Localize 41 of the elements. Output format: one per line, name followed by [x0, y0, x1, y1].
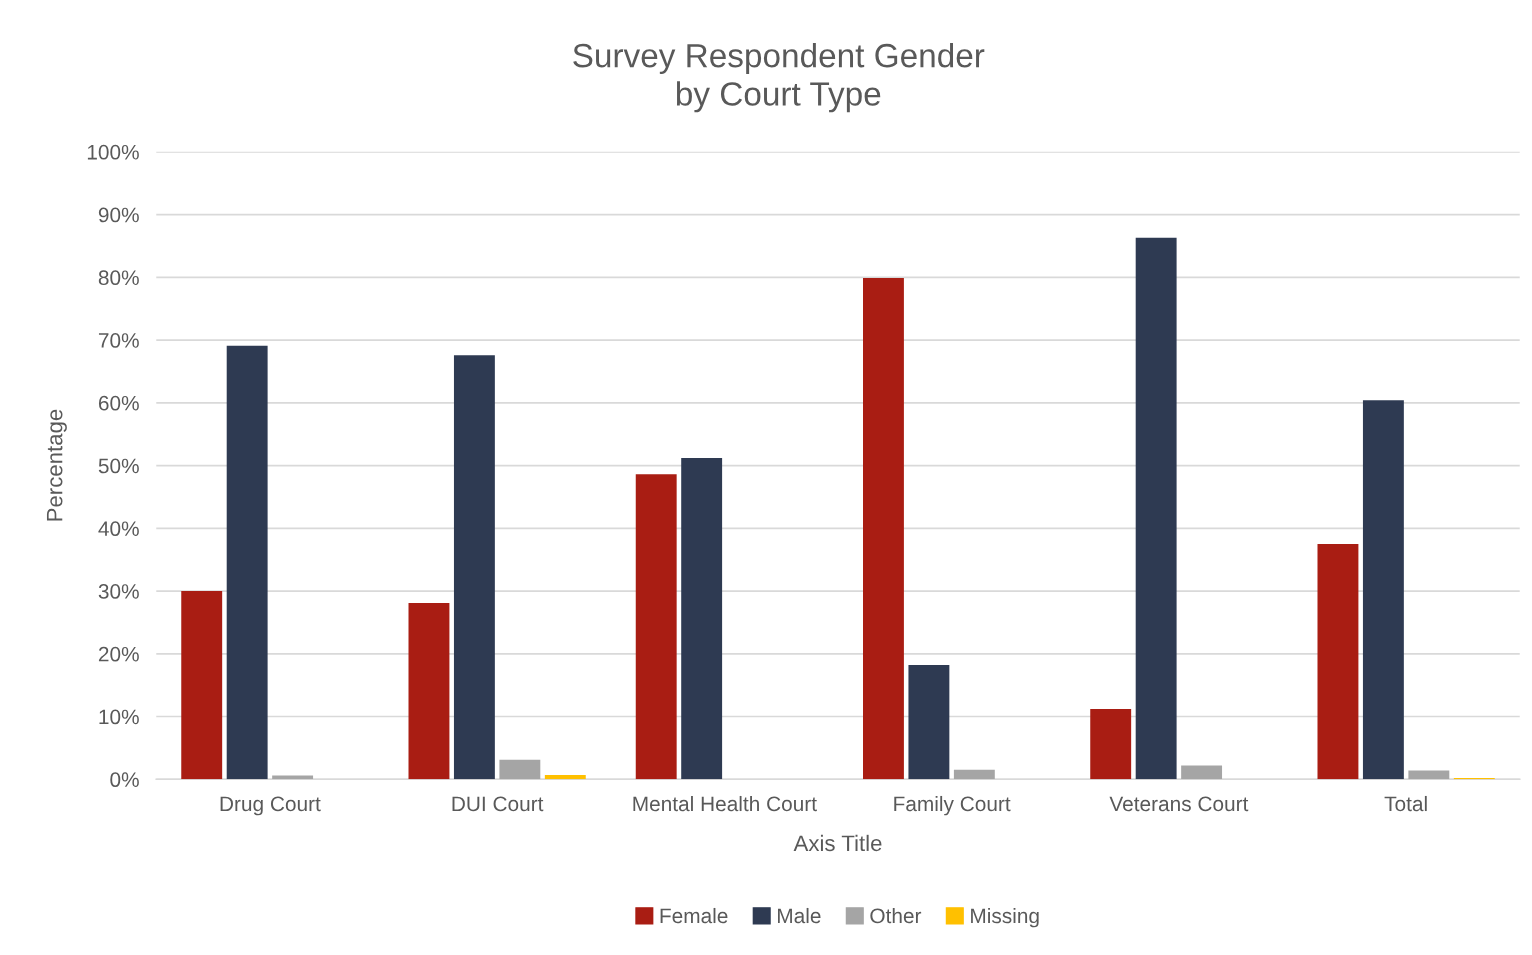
y-axis-title: Percentage — [46, 409, 67, 521]
bar — [908, 665, 950, 780]
y-tick-label: 30% — [98, 584, 139, 599]
legend-label: Other — [870, 907, 922, 924]
bar — [408, 602, 450, 780]
y-tick-label: 50% — [98, 458, 139, 474]
bar — [1317, 543, 1359, 780]
x-axis-title: Axis Title — [793, 834, 882, 852]
bar — [681, 458, 723, 780]
bar — [544, 774, 586, 780]
bar — [499, 759, 541, 780]
x-tick-label: Family Court — [894, 795, 1011, 816]
y-tick-label: 10% — [99, 709, 139, 725]
y-tick-label: 60% — [98, 395, 139, 411]
x-tick-label: Total — [1384, 795, 1427, 812]
x-tick-label: DUI Court — [452, 796, 544, 812]
bar — [1362, 400, 1404, 780]
y-tick-label: 70% — [98, 333, 139, 348]
bar — [181, 591, 223, 780]
y-tick-label: 20% — [98, 646, 139, 662]
y-tick-label: 90% — [98, 207, 139, 223]
y-tick-label: 0% — [110, 772, 139, 788]
bar — [453, 355, 495, 780]
x-tick-label: Mental Health Court — [633, 795, 817, 812]
bar — [635, 474, 677, 780]
x-tick-label: Drug Court — [220, 796, 321, 816]
bar — [863, 277, 904, 780]
legend-label: Missing — [971, 907, 1039, 928]
legend-label: Male — [778, 907, 821, 924]
bar — [1181, 765, 1223, 780]
y-tick-label: 40% — [98, 521, 139, 537]
bar — [226, 345, 268, 780]
bar — [1408, 770, 1450, 780]
bar — [1090, 709, 1132, 780]
x-tick-label: Veterans Court — [1109, 796, 1249, 812]
bar — [1135, 237, 1177, 780]
chart-title: Survey Respondent Gender by Court Type — [573, 42, 985, 113]
legend-label: Female — [660, 907, 728, 924]
y-tick-label: 80% — [98, 270, 139, 286]
y-tick-label: 100% — [87, 144, 139, 160]
bar — [953, 769, 995, 780]
